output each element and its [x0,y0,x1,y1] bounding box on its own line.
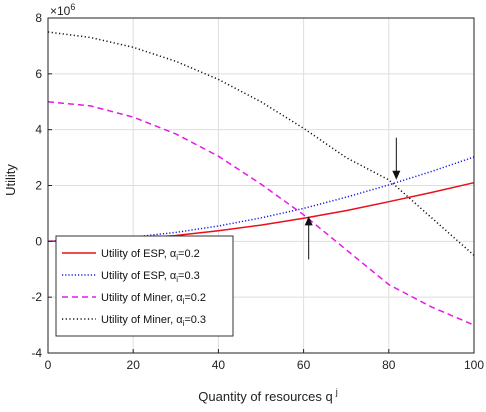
arrow-down-annotation [392,137,401,180]
y-tick-label: 8 [35,11,42,25]
x-tick-label: 60 [297,358,311,372]
legend-label-1: Utility of ESP, αi=0.2 [101,248,200,262]
legend: Utility of ESP, αi=0.2 Utility of ESP, αi… [55,235,234,337]
y-tick-label: -2 [31,290,42,304]
y-tick-label: 6 [35,67,42,81]
y-axis-exponent: ×106 [50,2,75,18]
x-tick-label: 100 [464,358,484,372]
y-tick-label: 0 [35,234,42,248]
legend-label-4: Utility of Miner, αi=0.3 [101,314,206,328]
x-tick-label: 40 [212,358,226,372]
series-line-1 [47,181,475,243]
y-tick-label: -4 [31,346,42,360]
series-line-4 [47,31,475,256]
annotation-layer [304,137,401,260]
series-line-2 [47,156,475,243]
legend-label-3: Utility of Miner, αi=0.2 [101,292,206,306]
x-tick-label: 20 [127,358,141,372]
y-axis-label: Utility [3,164,18,196]
tick-layer: 0 20 40 60 80 100 -4 -2 0 2 4 6 8 [31,11,484,372]
arrow-up-annotation [304,216,313,260]
y-tick-label: 2 [35,179,42,193]
y-tick-label: 4 [35,123,42,137]
series-line-3 [47,101,475,326]
x-tick-label: 0 [45,358,52,372]
x-tick-label: 80 [382,358,396,372]
legend-label-2: Utility of ESP, αi=0.3 [101,270,200,284]
